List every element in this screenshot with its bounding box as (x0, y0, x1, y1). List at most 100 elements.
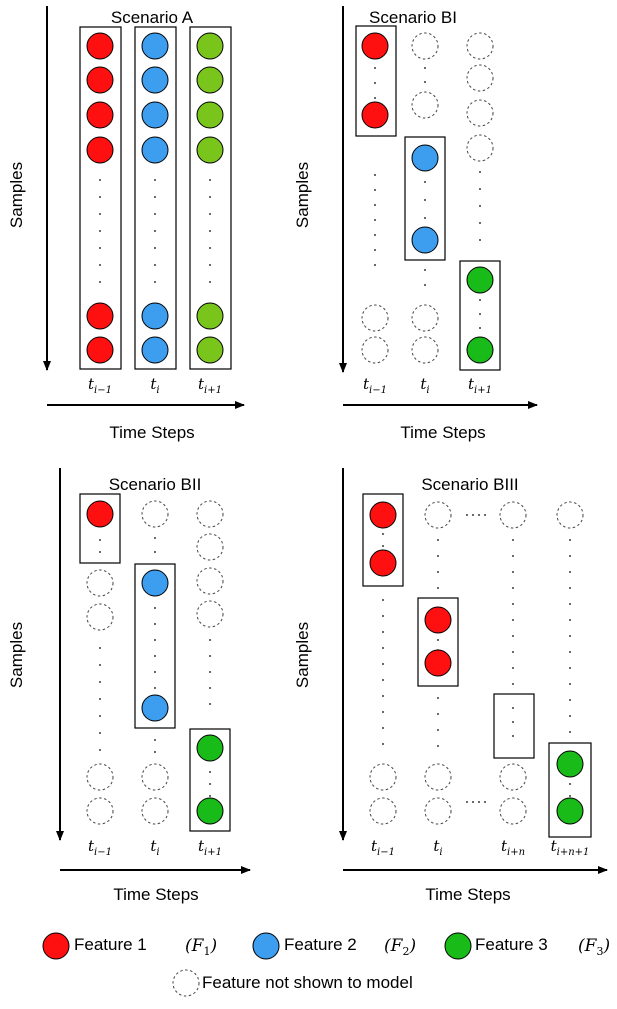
ellipsis-dot (99, 196, 101, 198)
ellipsis-dot (99, 715, 101, 717)
ellipsis-dot (484, 801, 486, 803)
x-axis-label: Time Steps (113, 885, 198, 904)
x-axis-label: Time Steps (109, 423, 194, 442)
ellipsis-dot (478, 801, 480, 803)
hidden-feature-circle (425, 798, 451, 824)
ellipsis-dot (382, 679, 384, 681)
ellipsis-dot (154, 623, 156, 625)
ellipsis-dot (437, 587, 439, 589)
legend-label-feature-1: Feature 1 (74, 935, 147, 954)
ellipsis-dot (209, 703, 211, 705)
ellipsis-dot (437, 555, 439, 557)
ellipsis-dot (374, 249, 376, 251)
ellipsis-dot (472, 801, 474, 803)
feature-circle (467, 267, 493, 293)
ellipsis-dot (154, 179, 156, 181)
legend-swatch-feature-2 (253, 933, 279, 959)
ellipsis-dot (569, 731, 571, 733)
ellipsis-dot (99, 230, 101, 232)
ellipsis-dot (99, 664, 101, 666)
ellipsis-dot (99, 749, 101, 751)
ellipsis-dot (154, 537, 156, 539)
feature-circle (87, 337, 113, 363)
ellipsis-dot (382, 743, 384, 745)
legend-label-feature-3: Feature 3 (475, 935, 548, 954)
ellipsis-dot (209, 655, 211, 657)
ellipsis-dot (569, 715, 571, 717)
feature-circle (362, 33, 388, 59)
panel-scenario-bi: Scenario BI Samples Time Steps ti−1 ti t… (293, 6, 537, 442)
hidden-feature-circle (142, 764, 168, 790)
feature-circle (370, 550, 396, 576)
ellipsis-dot (424, 217, 426, 219)
time-tick-label: ti+1 (198, 375, 222, 396)
ellipsis-dot (382, 599, 384, 601)
hidden-feature-circle (197, 534, 223, 560)
ellipsis-dot (99, 647, 101, 649)
hidden-feature-circle (87, 764, 113, 790)
panel-title: Scenario BIII (421, 475, 518, 494)
hidden-feature-circle (173, 970, 199, 996)
ellipsis-dot (99, 247, 101, 249)
ellipsis-dot (209, 795, 211, 797)
ellipsis-dot (569, 539, 571, 541)
ellipsis-dot (382, 631, 384, 633)
ellipsis-dot (154, 655, 156, 657)
panel-scenario-bii: Scenario BII Samples Time Steps ti−1 ti … (7, 468, 250, 904)
ellipsis-dot (478, 514, 480, 516)
feature-circle (142, 137, 168, 163)
y-axis-label: Samples (293, 162, 312, 228)
feature-circle (142, 102, 168, 128)
feature-circle (425, 650, 451, 676)
hidden-feature-circle (500, 798, 526, 824)
ellipsis-dot (569, 667, 571, 669)
time-tick-label: ti−1 (363, 375, 387, 396)
ellipsis-dot (569, 619, 571, 621)
ellipsis-dot (512, 683, 514, 685)
ellipsis-dot (154, 230, 156, 232)
panel-scenario-a: Scenario A Samples Time Steps ti−1 ti ti… (7, 6, 244, 442)
time-tick-label: ti−1 (88, 837, 112, 858)
ellipsis-dot (374, 97, 376, 99)
hidden-feature-circle (500, 502, 526, 528)
feature-circle (87, 102, 113, 128)
ellipsis-dot (479, 222, 481, 224)
ellipsis-dot (209, 230, 211, 232)
time-tick-label: ti−1 (88, 375, 112, 396)
ellipsis-dot (209, 179, 211, 181)
ellipsis-dot (374, 234, 376, 236)
ellipsis-dot (424, 181, 426, 183)
ellipsis-dot (154, 639, 156, 641)
feature-circle (142, 337, 168, 363)
ellipsis-dot (154, 281, 156, 283)
legend-label-feature-2: Feature 2 (284, 935, 357, 954)
ellipsis-dot (382, 647, 384, 649)
ellipsis-dot (154, 687, 156, 689)
feature-circle (87, 501, 113, 527)
hidden-feature-circle (197, 501, 223, 527)
feature-circle (142, 33, 168, 59)
ellipsis-dot (569, 683, 571, 685)
feature-circle (370, 502, 396, 528)
ellipsis-dot (374, 174, 376, 176)
ellipsis-dot (99, 264, 101, 266)
ellipsis-dot (466, 514, 468, 516)
ellipsis-dot (479, 205, 481, 207)
ellipsis-dot (512, 667, 514, 669)
hidden-feature-circle (87, 604, 113, 630)
hidden-feature-circle (412, 305, 438, 331)
ellipsis-dot (512, 721, 514, 723)
hidden-feature-circle (87, 570, 113, 596)
time-tick-label: ti (420, 375, 429, 396)
ellipsis-dot (479, 313, 481, 315)
ellipsis-dot (99, 698, 101, 700)
feature-circle (197, 337, 223, 363)
ellipsis-dot (209, 196, 211, 198)
ellipsis-dot (374, 82, 376, 84)
feature-circle (197, 33, 223, 59)
ellipsis-dot (209, 771, 211, 773)
feature-circle (197, 303, 223, 329)
ellipsis-dot (382, 695, 384, 697)
feature-circle (197, 735, 223, 761)
ellipsis-dot (424, 199, 426, 201)
